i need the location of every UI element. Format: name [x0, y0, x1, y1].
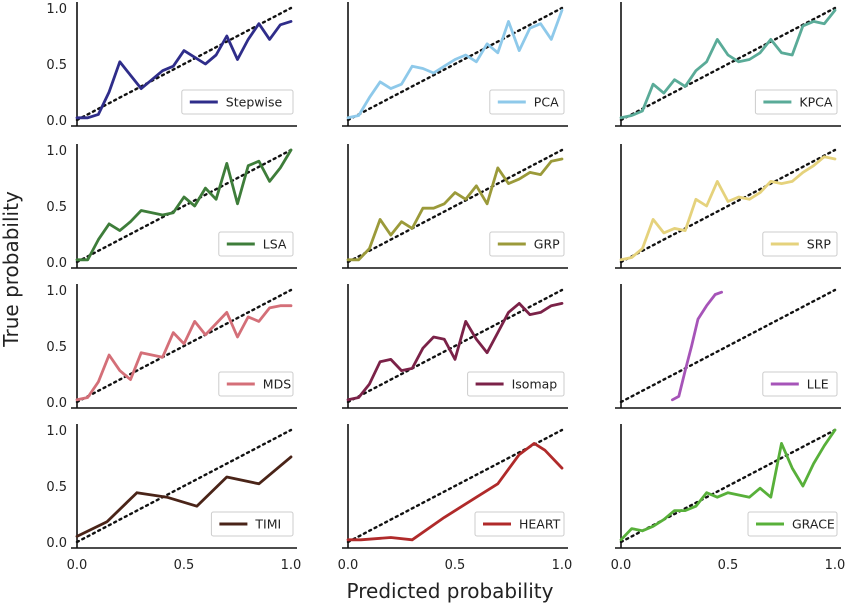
panel-timi: 0.0 0.5 1.0 0.0 0.5 1.0 TIMI [46, 424, 301, 573]
x-tick-label: 0.0 [67, 558, 88, 573]
y-tick-label: 1.0 [46, 144, 67, 159]
y-axis-label: True probability [0, 191, 23, 348]
series-line-isomap [346, 301, 564, 402]
y-tick-label: 0.5 [46, 480, 67, 495]
series-line-stepwise [75, 19, 293, 120]
y-tick-label: 1.0 [46, 2, 67, 17]
x-tick-label: 0.0 [338, 558, 359, 573]
perfect-calibration-line [346, 288, 564, 404]
legend-label: SRP [807, 237, 832, 252]
legend-box [747, 511, 838, 537]
y-tick-label: 0.0 [46, 396, 67, 411]
legend-box [210, 511, 294, 537]
x-tick-label: 0.5 [718, 558, 739, 573]
x-tick-label: 0.5 [445, 558, 466, 573]
panel-grp: GRP [342, 144, 568, 269]
legend-label: LSA [263, 237, 287, 252]
y-tick-label: 1.0 [46, 284, 67, 299]
panel-kpca: KPCA [615, 2, 841, 127]
x-tick-label: 1.0 [552, 558, 573, 573]
series-line-kpca [619, 8, 837, 120]
legend-label: HEART [519, 517, 561, 532]
panel-isomap: Isomap [342, 284, 568, 409]
legend-label: LLE [807, 377, 829, 392]
legend-box [218, 371, 294, 397]
legend-box [762, 371, 838, 397]
legend-box [467, 371, 565, 397]
series-line-lsa [75, 148, 293, 262]
panel-heart: 0.0 0.5 1.0 HEART [338, 424, 573, 573]
x-tick-label: 1.0 [281, 558, 302, 573]
legend-box [762, 231, 838, 257]
series-line-heart [346, 441, 564, 542]
legend-label: KPCA [799, 95, 832, 110]
y-tick-label: 0.0 [46, 256, 67, 271]
x-tick-label: 0.5 [174, 558, 195, 573]
panel-stepwise: 0.0 0.5 1.0 Stepwise [46, 2, 297, 129]
perfect-calibration-line [75, 6, 293, 122]
perfect-calibration-line [619, 428, 837, 544]
series-line-grp [346, 157, 564, 262]
series-line-mds [75, 304, 293, 402]
y-tick-label: 0.5 [46, 58, 67, 73]
legend-box [489, 89, 565, 115]
perfect-calibration-line [75, 148, 293, 264]
x-axis-label: Predicted probability [347, 579, 554, 603]
perfect-calibration-line [346, 428, 564, 544]
legend-label: Stepwise [226, 95, 283, 110]
y-tick-label: 0.5 [46, 200, 67, 215]
panel-srp: SRP [615, 144, 841, 269]
legend-label: GRP [534, 237, 560, 252]
y-tick-label: 0.0 [46, 536, 67, 551]
legend-box [754, 89, 838, 115]
series-line-srp [619, 155, 837, 262]
series-line-lle [671, 290, 723, 402]
series-line-timi [75, 455, 293, 538]
panel-lle: LLE [615, 284, 841, 409]
perfect-calibration-line [75, 428, 293, 544]
legend-label: PCA [534, 95, 559, 110]
panel-mds: 0.0 0.5 1.0 MDS [46, 284, 297, 411]
panel-lsa: 0.0 0.5 1.0 LSA [46, 144, 297, 271]
series-line-pca [346, 8, 564, 120]
legend-label: GRACE [792, 517, 835, 532]
y-tick-label: 1.0 [46, 424, 67, 439]
perfect-calibration-line [346, 148, 564, 264]
legend-box [181, 89, 294, 115]
perfect-calibration-line [619, 148, 837, 264]
legend-label: TIMI [254, 517, 281, 532]
perfect-calibration-line [619, 6, 837, 122]
series-line-grace [619, 428, 837, 542]
legend-label: MDS [263, 377, 291, 392]
legend-box [474, 511, 565, 537]
x-tick-label: 1.0 [825, 558, 846, 573]
perfect-calibration-line [346, 6, 564, 122]
legend-box [218, 231, 294, 257]
panel-grace: 0.0 0.5 1.0 GRACE [611, 424, 846, 573]
perfect-calibration-line [75, 288, 293, 404]
perfect-calibration-line [619, 288, 837, 404]
panel-pca: PCA [342, 2, 568, 127]
legend-box [489, 231, 565, 257]
y-tick-label: 0.5 [46, 340, 67, 355]
legend-label: Isomap [512, 377, 558, 392]
x-tick-label: 0.0 [611, 558, 632, 573]
y-tick-label: 0.0 [46, 114, 67, 129]
